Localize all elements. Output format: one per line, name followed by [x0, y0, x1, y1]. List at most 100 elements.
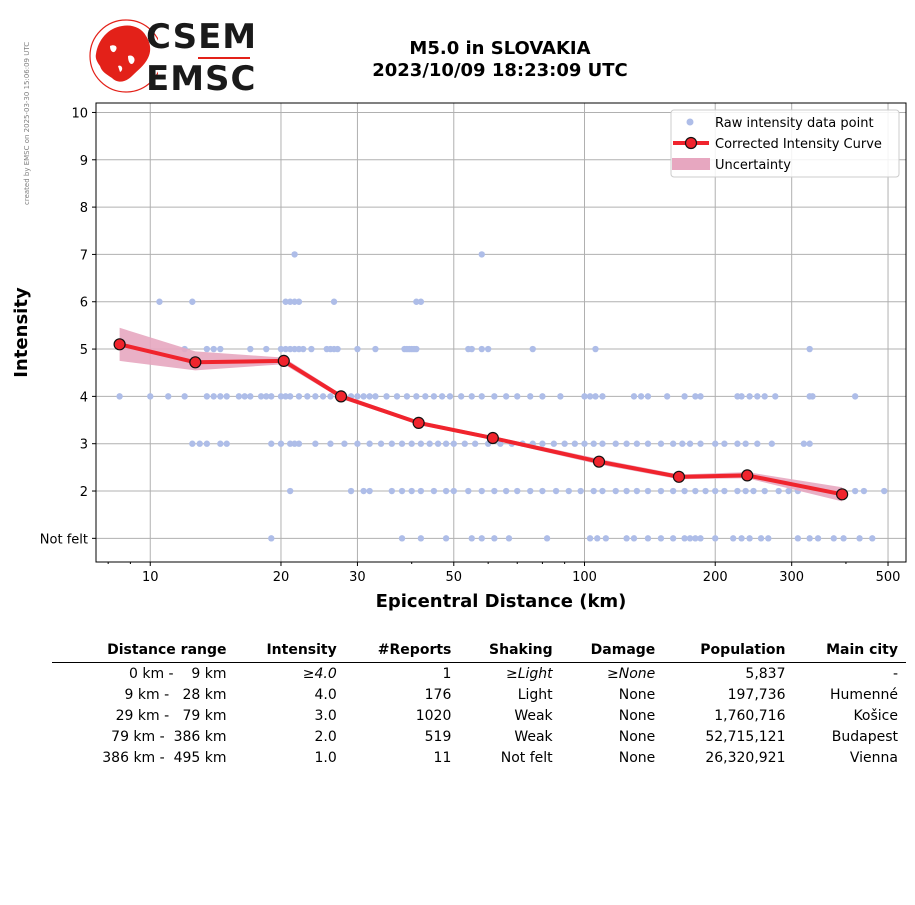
cell-damage: None — [618, 708, 656, 724]
cell-intensity: 1.0 — [314, 750, 337, 766]
curve-marker — [836, 488, 849, 501]
raw-intensity-point — [478, 393, 485, 400]
raw-intensity-point — [644, 440, 652, 447]
raw-intensity-point — [729, 535, 737, 542]
raw-intensity-point — [413, 345, 420, 353]
raw-intensity-point — [263, 345, 270, 353]
cell-shaking: Weak — [514, 708, 553, 724]
raw-intensity-point — [712, 440, 719, 447]
raw-intensity-point — [491, 393, 498, 400]
raw-intensity-point — [539, 487, 546, 495]
raw-intensity-point — [147, 393, 154, 400]
raw-intensity-point — [491, 487, 498, 495]
raw-intensity-point — [514, 393, 521, 400]
raw-intensity-point — [746, 535, 753, 542]
raw-intensity-point — [794, 535, 802, 542]
raw-intensity-point — [156, 298, 163, 305]
table-header-row: Distance range Intensity #Reports Shakin… — [52, 640, 906, 663]
header-intensity: Intensity — [234, 640, 345, 663]
raw-intensity-point — [478, 345, 485, 353]
raw-intensity-point — [721, 487, 728, 495]
raw-intensity-point — [738, 393, 745, 400]
raw-intensity-point — [681, 487, 688, 495]
header-population: Population — [663, 640, 794, 663]
raw-intensity-point — [851, 487, 859, 495]
raw-intensity-point — [465, 487, 472, 495]
raw-intensity-point — [442, 535, 450, 542]
raw-intensity-point — [277, 440, 285, 447]
x-tick-label: 300 — [779, 570, 804, 585]
raw-intensity-point — [577, 487, 584, 495]
raw-intensity-point — [247, 345, 254, 353]
y-tick-label: 10 — [71, 106, 88, 121]
raw-intensity-point — [686, 535, 694, 542]
raw-intensity-point — [354, 345, 361, 353]
raw-intensity-point — [633, 440, 641, 447]
raw-intensity-point — [630, 535, 638, 542]
raw-intensity-point — [468, 345, 475, 353]
y-axis-title: Intensity — [11, 287, 32, 378]
raw-intensity-point — [592, 345, 599, 353]
raw-intensity-point — [765, 535, 772, 542]
raw-intensity-point — [434, 440, 442, 447]
raw-intensity-point — [334, 345, 341, 353]
raw-intensity-point — [637, 393, 645, 400]
raw-intensity-point — [669, 535, 677, 542]
cell-intensity: 3.0 — [314, 708, 337, 724]
legend-uncertainty-swatch — [672, 158, 710, 170]
cell-reports: 519 — [424, 729, 452, 745]
raw-intensity-point — [282, 393, 289, 400]
raw-intensity-point — [430, 393, 438, 400]
raw-intensity-point — [372, 345, 379, 353]
raw-intensity-point — [286, 298, 294, 305]
raw-intensity-point — [354, 393, 361, 400]
cell-range: 0 km - 9 km — [129, 666, 227, 682]
raw-intensity-point — [413, 393, 420, 400]
logo-text-csem: CSEM — [146, 17, 258, 57]
cell-city: - — [892, 666, 898, 682]
raw-intensity-point — [203, 393, 211, 400]
raw-intensity-point — [347, 487, 355, 495]
header-damage: Damage — [560, 640, 664, 663]
raw-intensity-point — [372, 393, 379, 400]
raw-intensity-point — [354, 440, 361, 447]
raw-intensity-point — [196, 440, 203, 447]
raw-intensity-point — [539, 393, 546, 400]
raw-intensity-point — [505, 535, 513, 542]
y-tick-label: 7 — [80, 248, 88, 263]
raw-intensity-point — [692, 393, 699, 400]
raw-intensity-point — [468, 535, 475, 542]
curve-marker — [412, 416, 425, 429]
raw-intensity-point — [241, 393, 248, 400]
cell-reports: 176 — [424, 687, 452, 703]
raw-intensity-point — [471, 440, 479, 447]
raw-intensity-point — [398, 535, 406, 542]
curve-marker — [189, 356, 202, 369]
raw-intensity-point — [581, 393, 588, 400]
raw-intensity-point — [217, 345, 224, 353]
legend-raw-label: Raw intensity data point — [715, 116, 874, 131]
cell-range: 79 km - 386 km — [111, 729, 227, 745]
raw-intensity-point — [633, 487, 641, 495]
raw-intensity-point — [398, 487, 406, 495]
y-tick-label: 3 — [80, 438, 88, 453]
raw-intensity-point — [327, 440, 334, 447]
cell-city: Budapest — [831, 729, 898, 745]
raw-intensity-point — [268, 393, 275, 400]
intensity-distance-chart: 10 20 30 50 100 200 300 500 Not felt 2 3 4 5 6 7 8 9 10 Ep… — [11, 102, 907, 612]
raw-intensity-point — [851, 393, 859, 400]
raw-intensity-point — [393, 393, 401, 400]
raw-intensity-point — [295, 440, 303, 447]
raw-intensity-point — [403, 393, 411, 400]
table-row: 386 km - 495 km 1.0 11 Not felt None 26,… — [52, 747, 906, 768]
raw-intensity-point — [295, 393, 303, 400]
x-tick-label: 500 — [876, 570, 901, 585]
legend-curve-label: Corrected Intensity Curve — [715, 137, 882, 152]
raw-intensity-point — [550, 440, 558, 447]
raw-intensity-point — [657, 440, 665, 447]
raw-intensity-point — [277, 393, 285, 400]
chart-title-datetime: 2023/10/09 18:23:09 UTC — [372, 60, 628, 81]
raw-intensity-point — [286, 440, 294, 447]
raw-intensity-point — [484, 345, 492, 353]
raw-intensity-point — [438, 393, 446, 400]
